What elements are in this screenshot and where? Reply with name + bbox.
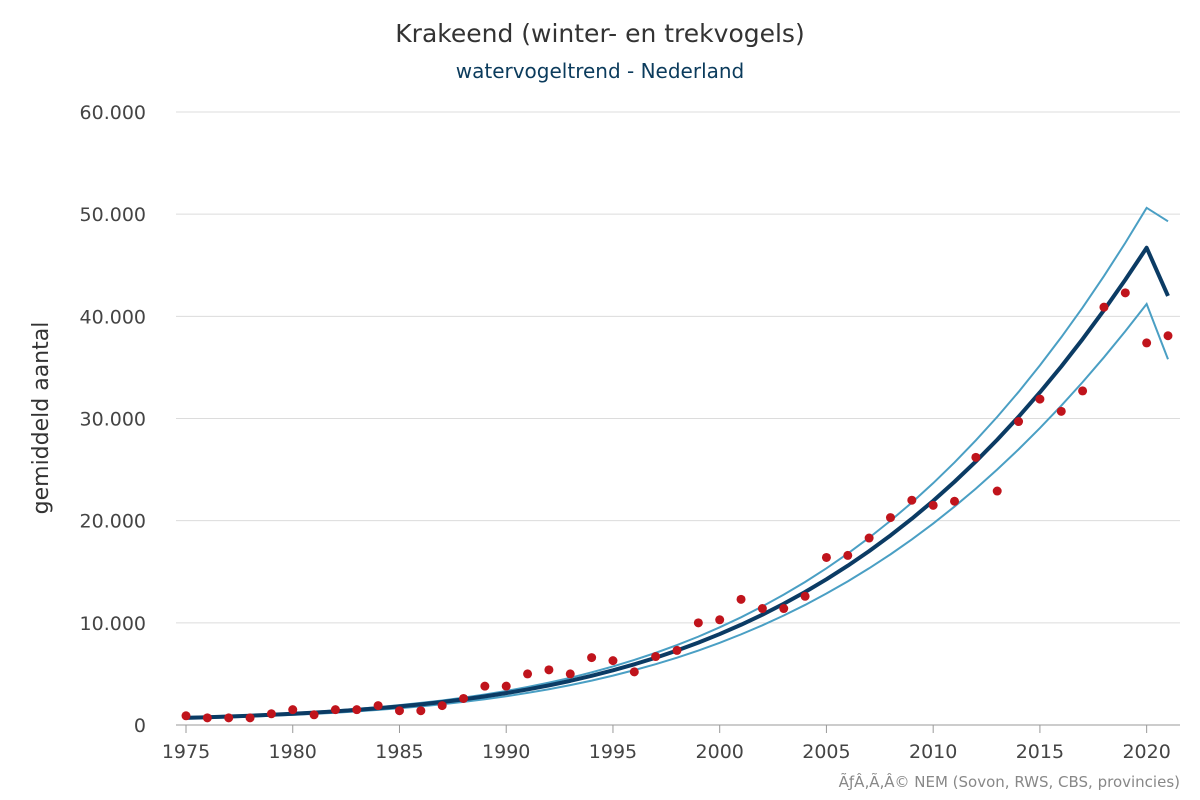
data-point <box>843 550 853 560</box>
data-point <box>394 706 404 716</box>
y-tick-label: 20.000 <box>80 511 146 533</box>
data-point <box>480 681 490 691</box>
y-axis-ticks: 0 10.000 20.000 30.000 40.000 50.000 60.000 <box>80 102 146 737</box>
data-point <box>1142 338 1152 348</box>
data-point <box>181 711 191 721</box>
band-line-upper <box>185 206 1169 718</box>
data-point <box>309 710 319 720</box>
data-point <box>523 669 533 679</box>
data-point <box>693 618 703 628</box>
x-axis-ticks: 1975 1980 1985 1990 1995 2000 2005 2010 2015 2020 <box>162 725 1171 763</box>
data-point <box>1078 386 1088 396</box>
x-tick-label: 1980 <box>269 741 317 763</box>
index-points <box>181 288 1173 723</box>
y-tick-label: 30.000 <box>80 409 146 431</box>
data-point <box>672 645 682 655</box>
data-point <box>1035 394 1045 404</box>
data-point <box>224 713 234 723</box>
data-point <box>437 701 447 711</box>
data-point <box>416 706 426 716</box>
y-tick-label: 60.000 <box>80 102 146 124</box>
x-tick-label: 2015 <box>1016 741 1064 763</box>
x-tick-label: 2000 <box>696 741 744 763</box>
data-point <box>266 709 276 719</box>
credit-text: ÃƒÂ‚Ã‚Â© NEM (Sovon, RWS, CBS, provincie… <box>839 772 1180 791</box>
data-point <box>800 591 810 601</box>
x-tick-label: 1985 <box>375 741 423 763</box>
data-point <box>565 669 575 679</box>
data-point <box>928 500 938 510</box>
data-point <box>1120 288 1130 298</box>
data-point <box>864 533 874 543</box>
grid-lines <box>176 111 1180 726</box>
data-point <box>1163 331 1173 341</box>
band-line-lower <box>185 301 1169 720</box>
x-tick-label: 2020 <box>1122 741 1170 763</box>
data-point <box>330 705 340 715</box>
x-tick-label: 1990 <box>482 741 530 763</box>
data-point <box>629 667 639 677</box>
confidence-band <box>185 206 1169 720</box>
data-point <box>459 693 469 703</box>
data-point <box>373 701 383 711</box>
chart-title: Krakeend (winter- en trekvogels) <box>395 19 804 48</box>
data-point <box>715 615 725 625</box>
data-point <box>501 681 511 691</box>
y-tick-label: 50.000 <box>80 204 146 226</box>
data-point <box>1056 406 1066 416</box>
data-point <box>1099 302 1109 312</box>
chart-subtitle: watervogeltrend - Nederland <box>456 59 745 83</box>
data-point <box>885 513 895 523</box>
data-point <box>544 665 554 675</box>
data-point <box>992 486 1002 496</box>
data-point <box>757 604 767 614</box>
data-point <box>245 713 255 723</box>
y-tick-label: 40.000 <box>80 306 146 328</box>
x-tick-label: 2005 <box>802 741 850 763</box>
y-tick-label: 0 <box>134 715 146 737</box>
data-point <box>950 496 960 506</box>
data-point <box>352 705 362 715</box>
y-tick-label: 10.000 <box>80 613 146 635</box>
data-point <box>202 713 212 723</box>
x-tick-label: 1975 <box>162 741 210 763</box>
data-point <box>1014 417 1024 427</box>
data-point <box>779 604 789 614</box>
y-axis-label: gemiddeld aantal <box>29 322 54 515</box>
data-point <box>971 452 981 462</box>
data-point <box>288 705 298 715</box>
data-point <box>821 552 831 562</box>
data-point <box>651 652 661 662</box>
data-point <box>907 495 917 505</box>
data-point <box>608 656 618 666</box>
data-point <box>587 653 597 663</box>
x-tick-label: 1995 <box>589 741 637 763</box>
x-tick-label: 2010 <box>909 741 957 763</box>
data-point <box>736 594 746 604</box>
